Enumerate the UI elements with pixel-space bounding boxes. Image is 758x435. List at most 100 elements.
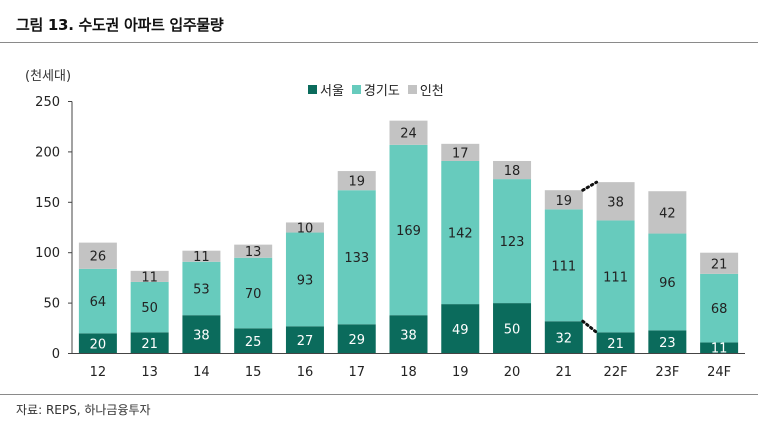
bar-value-label-gyeonggi: 93	[297, 273, 314, 288]
bar-segment-gyeonggi	[285, 232, 324, 327]
bar-segment-incheon	[337, 171, 376, 191]
bar-value-label-seoul: 38	[193, 328, 210, 343]
legend-item-gyeonggi: 경기도	[351, 80, 400, 99]
bar-segment-gyeonggi	[441, 160, 480, 305]
bar-segment-gyeonggi	[700, 273, 739, 343]
bar-value-label-incheon: 21	[711, 257, 728, 272]
bar-segment-incheon	[596, 182, 635, 221]
bar-segment-seoul	[182, 315, 221, 354]
y-tick-label: 100	[35, 246, 60, 261]
bar-segment-gyeonggi	[182, 261, 221, 316]
bar-value-label-seoul: 27	[297, 334, 314, 349]
bar-segment-gyeonggi	[596, 220, 635, 333]
bar-value-label-gyeonggi: 123	[500, 235, 525, 250]
bar-segment-seoul	[596, 332, 635, 354]
source-note: 자료: REPS, 하나금융투자	[16, 403, 151, 417]
x-tick-label: 16	[297, 365, 314, 380]
legend-label-gyeonggi: 경기도	[363, 84, 400, 99]
bar-segment-incheon	[441, 143, 480, 161]
legend-label-incheon: 인천	[419, 84, 444, 99]
bar-value-label-gyeonggi: 50	[141, 301, 158, 316]
bar-segment-gyeonggi	[337, 190, 376, 325]
bar-value-label-seoul: 21	[607, 337, 624, 352]
bar-segment-incheon	[130, 270, 169, 282]
x-tick-label: 18	[400, 365, 417, 380]
bar-value-label-incheon: 13	[245, 245, 262, 260]
bar-segment-incheon	[234, 244, 273, 258]
source-divider	[0, 394, 758, 395]
bar-value-label-seoul: 50	[504, 322, 521, 337]
bar-value-label-incheon: 38	[607, 195, 624, 210]
bar-segment-seoul	[493, 303, 532, 354]
legend-swatch-gyeonggi	[351, 85, 361, 94]
legend-item-incheon: 인천	[407, 80, 444, 99]
bar-value-label-incheon: 19	[348, 175, 365, 190]
x-tick-label: 14	[193, 365, 210, 380]
bar-value-label-incheon: 26	[90, 250, 107, 265]
bar-value-label-incheon: 42	[659, 206, 676, 221]
bar-value-label-incheon: 11	[193, 250, 210, 265]
bar-segment-incheon	[389, 120, 428, 145]
y-tick-label: 200	[35, 145, 60, 160]
bar-value-label-gyeonggi: 111	[551, 259, 576, 274]
x-tick-label: 15	[245, 365, 262, 380]
bar-value-label-seoul: 20	[90, 337, 107, 352]
bar-value-label-gyeonggi: 142	[448, 227, 473, 242]
bar-segment-seoul	[234, 328, 273, 354]
legend-label-seoul: 서울	[320, 84, 344, 99]
bar-value-label-incheon: 17	[452, 146, 469, 161]
x-tick-label: 22F	[604, 365, 628, 380]
bar-value-label-seoul: 32	[556, 331, 573, 346]
bar-value-label-seoul: 38	[400, 328, 417, 343]
bar-value-label-seoul: 11	[711, 342, 728, 357]
bar-value-label-gyeonggi: 68	[711, 302, 728, 317]
x-tick-label: 17	[348, 365, 365, 380]
dotted-connector	[581, 180, 599, 192]
y-axis-unit: (천세대)	[25, 69, 72, 84]
bar-segment-gyeonggi	[648, 233, 687, 331]
chart-title: 그림 13. 수도권 아파트 입주물량	[16, 16, 224, 34]
bar-segment-seoul	[544, 321, 583, 354]
bar-segment-incheon	[544, 190, 583, 210]
x-tick-label: 12	[90, 365, 107, 380]
bar-segment-incheon	[285, 222, 324, 233]
title-divider	[0, 42, 758, 43]
bar-segment-seoul	[285, 326, 324, 354]
bar-value-label-gyeonggi: 53	[193, 282, 210, 297]
y-tick-label: 150	[35, 196, 60, 211]
bar-segment-gyeonggi	[493, 179, 532, 304]
bar-value-label-gyeonggi: 111	[603, 270, 628, 285]
bar-segment-incheon	[182, 250, 221, 262]
x-tick-label: 21	[556, 365, 573, 380]
bar-segment-seoul	[700, 342, 739, 354]
bar-value-label-gyeonggi: 96	[659, 276, 676, 291]
bar-value-label-seoul: 49	[452, 323, 469, 338]
legend-swatch-seoul	[308, 85, 317, 94]
bar-segment-incheon	[700, 252, 739, 274]
x-tick-label: 20	[504, 365, 521, 380]
bar-value-label-seoul: 21	[141, 337, 158, 352]
bar-value-label-incheon: 10	[297, 222, 314, 237]
bar-value-label-seoul: 23	[659, 336, 676, 351]
bar-value-label-gyeonggi: 133	[344, 251, 369, 266]
x-tick-label: 24F	[707, 365, 731, 380]
bar-segment-incheon	[78, 242, 117, 269]
y-tick-label: 50	[43, 297, 60, 312]
x-tick-label: 23F	[655, 365, 679, 380]
bar-segment-seoul	[130, 332, 169, 354]
dotted-connector	[581, 319, 599, 334]
bar-segment-incheon	[648, 191, 687, 234]
chart-legend: 서울 경기도 인천	[308, 80, 444, 99]
bar-segment-seoul	[648, 330, 687, 354]
bar-value-label-gyeonggi: 169	[396, 224, 421, 239]
bar-segment-seoul	[441, 304, 480, 354]
bar-value-label-seoul: 25	[245, 335, 262, 350]
x-tick-label: 13	[141, 365, 158, 380]
bar-value-label-incheon: 24	[400, 127, 417, 142]
bar-segment-gyeonggi	[389, 144, 428, 316]
bar-segment-seoul	[389, 315, 428, 354]
bar-value-label-seoul: 29	[348, 333, 365, 348]
bar-segment-gyeonggi	[130, 281, 169, 333]
